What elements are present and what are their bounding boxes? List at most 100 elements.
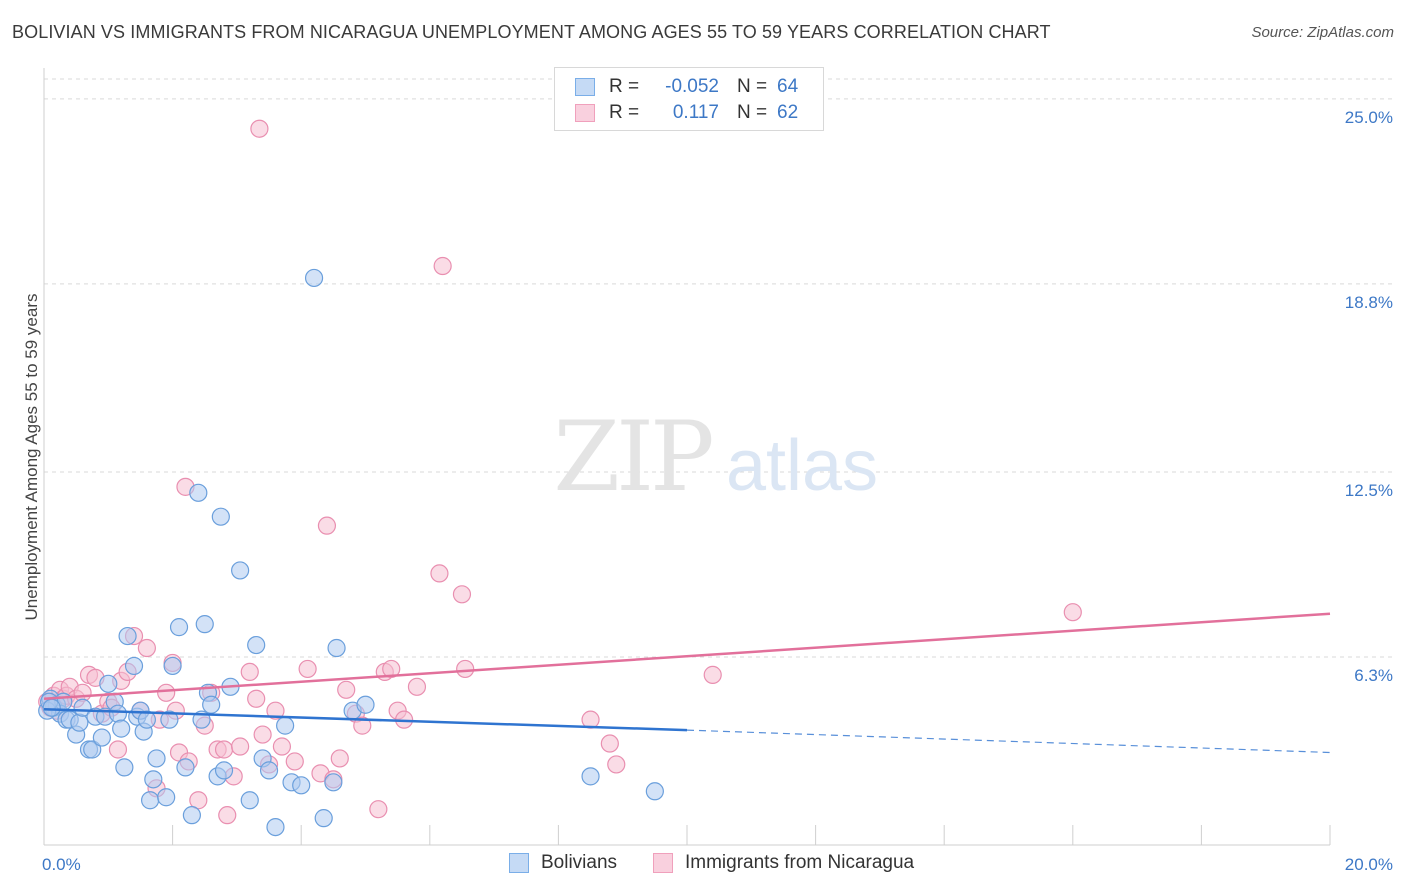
x-tick-label-min: 0.0% (42, 855, 81, 874)
bolivians-point (73, 698, 92, 717)
nicaragua-point (317, 516, 337, 535)
trend-line-bolivians-extrapolated (686, 729, 1331, 754)
legend-n-value-nicaragua: 62 (777, 102, 799, 123)
bolivians-point (304, 268, 324, 288)
bolivians-point (182, 806, 201, 825)
nicaragua-point (407, 677, 427, 696)
bolivians-point (42, 698, 61, 717)
trend-lines (43, 612, 1331, 754)
bolivians-point (314, 809, 333, 828)
nicaragua-point (214, 740, 234, 759)
series-bolivians-points (38, 268, 664, 837)
nicaragua-point (272, 737, 292, 756)
legend-swatch-nicaragua (653, 853, 673, 873)
nicaragua-point (137, 638, 156, 658)
bolivians-point (292, 776, 311, 795)
bolivians-point (70, 713, 89, 732)
y-tick-labels: 6.3% 12.5% 18.8% 25.0% (1345, 108, 1393, 685)
legend-r-value-bolivians: -0.052 (665, 76, 719, 97)
bolivians-point (645, 782, 664, 801)
x-tick-labels: 0.0% 20.0% (42, 855, 1393, 874)
bolivians-point (157, 788, 176, 807)
legend-row-nicaragua: R = 0.117 N = 62 (575, 100, 798, 126)
bolivians-point (137, 710, 156, 729)
bolivians-point (195, 615, 214, 634)
source-label: Source: ZipAtlas.com (1251, 24, 1394, 41)
legend-label-bolivians: Bolivians (541, 852, 618, 873)
legend-r-value-nicaragua: 0.117 (672, 102, 719, 123)
legend-item-bolivians[interactable]: Bolivians (509, 852, 617, 874)
bolivians-point (169, 618, 189, 637)
y-tick-label: 25.0% (1345, 108, 1393, 127)
nicaragua-point (240, 662, 259, 681)
watermark-zip: ZIP (553, 401, 712, 513)
y-axis-label: Unemployment Among Ages 55 to 59 years (22, 294, 41, 621)
nicaragua-point (330, 749, 349, 768)
legend-swatch-pink (575, 104, 595, 122)
bolivians-point (118, 626, 137, 646)
watermark-atlas: atlas (726, 426, 878, 506)
nicaragua-point (266, 701, 285, 720)
nicaragua-point (250, 119, 269, 138)
y-tick-label: 18.8% (1345, 293, 1393, 312)
bolivians-point (144, 770, 163, 789)
nicaragua-point (253, 725, 272, 744)
nicaragua-point (600, 734, 619, 753)
bolivians-point (99, 674, 118, 693)
bolivians-point (259, 761, 279, 780)
bolivians-point (92, 728, 111, 747)
nicaragua-point (353, 716, 372, 735)
bolivians-point (211, 507, 230, 526)
bolivians-point (140, 791, 160, 810)
legend-label-nicaragua: Immigrants from Nicaragua (685, 852, 915, 873)
bolivians-point (240, 791, 259, 810)
bolivians-point (324, 773, 343, 792)
nicaragua-point (157, 683, 176, 702)
series-legend: Bolivians Immigrants from Nicaragua (0, 851, 1406, 879)
legend-item-nicaragua[interactable]: Immigrants from Nicaragua (653, 852, 914, 874)
nicaragua-point (433, 256, 452, 276)
chart-title: BOLIVIAN VS IMMIGRANTS FROM NICARAGUA UN… (12, 22, 1051, 42)
bolivians-point (160, 710, 179, 729)
legend-r-label: R = (609, 76, 640, 97)
bolivians-point (176, 758, 195, 777)
nicaragua-point (285, 752, 304, 771)
nicaragua-point (369, 800, 388, 819)
nicaragua-point (430, 564, 449, 583)
legend-r-label: R = (609, 102, 640, 123)
bolivians-point (266, 817, 285, 837)
nicaragua-point (247, 689, 266, 708)
bolivians-point (231, 561, 250, 580)
nicaragua-point (382, 659, 401, 679)
nicaragua-point (337, 680, 356, 699)
bolivians-point (115, 758, 134, 777)
correlation-legend: R = -0.052 N = 64 R = 0.117 N = 62 (554, 67, 824, 131)
trend-line-nicaragua (43, 612, 1331, 701)
bolivians-point (163, 656, 182, 676)
bolivians-point (83, 740, 102, 759)
nicaragua-point (703, 665, 722, 684)
bolivians-point (147, 749, 166, 768)
nicaragua-point (298, 659, 317, 679)
bolivians-point (247, 635, 266, 655)
legend-swatch-bolivians (509, 853, 529, 873)
bolivians-point (356, 695, 375, 714)
bolivians-point (202, 695, 221, 714)
bolivians-point (112, 719, 131, 738)
nicaragua-point (108, 740, 128, 759)
trend-line-bolivians (43, 707, 688, 732)
watermark: ZIP atlas (553, 401, 878, 513)
nicaragua-point (1063, 603, 1082, 622)
nicaragua-point (231, 737, 250, 756)
legend-n-label: N = (737, 76, 768, 97)
bolivians-point (327, 638, 346, 658)
legend-n-value-bolivians: 64 (777, 76, 799, 97)
bolivians-point (276, 716, 295, 735)
bolivians-point (124, 656, 144, 676)
nicaragua-point (456, 659, 475, 679)
bolivians-point (581, 767, 600, 786)
legend-swatch-blue (575, 78, 595, 96)
nicaragua-point (452, 585, 472, 604)
bolivians-point (214, 761, 234, 780)
